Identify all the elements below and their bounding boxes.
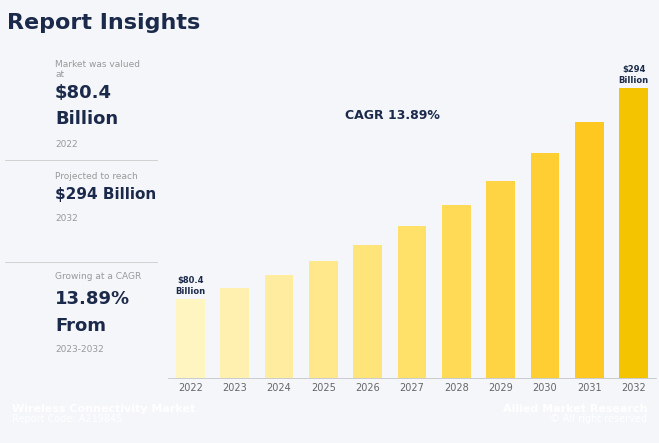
Text: $80.4: $80.4 bbox=[55, 84, 112, 102]
Text: Allied Market Research: Allied Market Research bbox=[503, 404, 647, 414]
Text: $294 Billion: $294 Billion bbox=[55, 187, 156, 202]
Text: © All right reserved: © All right reserved bbox=[550, 415, 647, 424]
Text: 2032: 2032 bbox=[55, 214, 78, 223]
Text: 13.89%: 13.89% bbox=[55, 290, 130, 308]
Bar bbox=[442, 205, 471, 378]
Bar bbox=[220, 288, 249, 378]
Bar bbox=[397, 226, 426, 378]
Text: Wireless Connectivity Market: Wireless Connectivity Market bbox=[12, 404, 195, 414]
Bar bbox=[530, 153, 559, 378]
Text: Growing at a CAGR: Growing at a CAGR bbox=[55, 272, 141, 281]
Bar bbox=[265, 275, 293, 378]
Bar bbox=[575, 122, 604, 378]
Bar bbox=[486, 181, 515, 378]
Text: Billion: Billion bbox=[55, 110, 118, 128]
Text: 2022: 2022 bbox=[55, 140, 78, 149]
Text: at: at bbox=[55, 70, 64, 79]
Text: Report Insights: Report Insights bbox=[7, 13, 200, 33]
Text: $294
Billion: $294 Billion bbox=[619, 65, 648, 85]
Bar bbox=[309, 261, 338, 378]
Text: Report Code: A219845: Report Code: A219845 bbox=[12, 415, 122, 424]
Bar bbox=[353, 245, 382, 378]
Text: 2023-2032: 2023-2032 bbox=[55, 345, 103, 354]
Bar bbox=[176, 299, 205, 378]
Bar bbox=[619, 88, 648, 378]
Text: $80.4
Billion: $80.4 Billion bbox=[175, 276, 206, 296]
Text: Market was valued: Market was valued bbox=[55, 60, 140, 69]
Text: Projected to reach: Projected to reach bbox=[55, 172, 138, 181]
Text: From: From bbox=[55, 317, 106, 335]
Text: CAGR 13.89%: CAGR 13.89% bbox=[345, 109, 440, 123]
